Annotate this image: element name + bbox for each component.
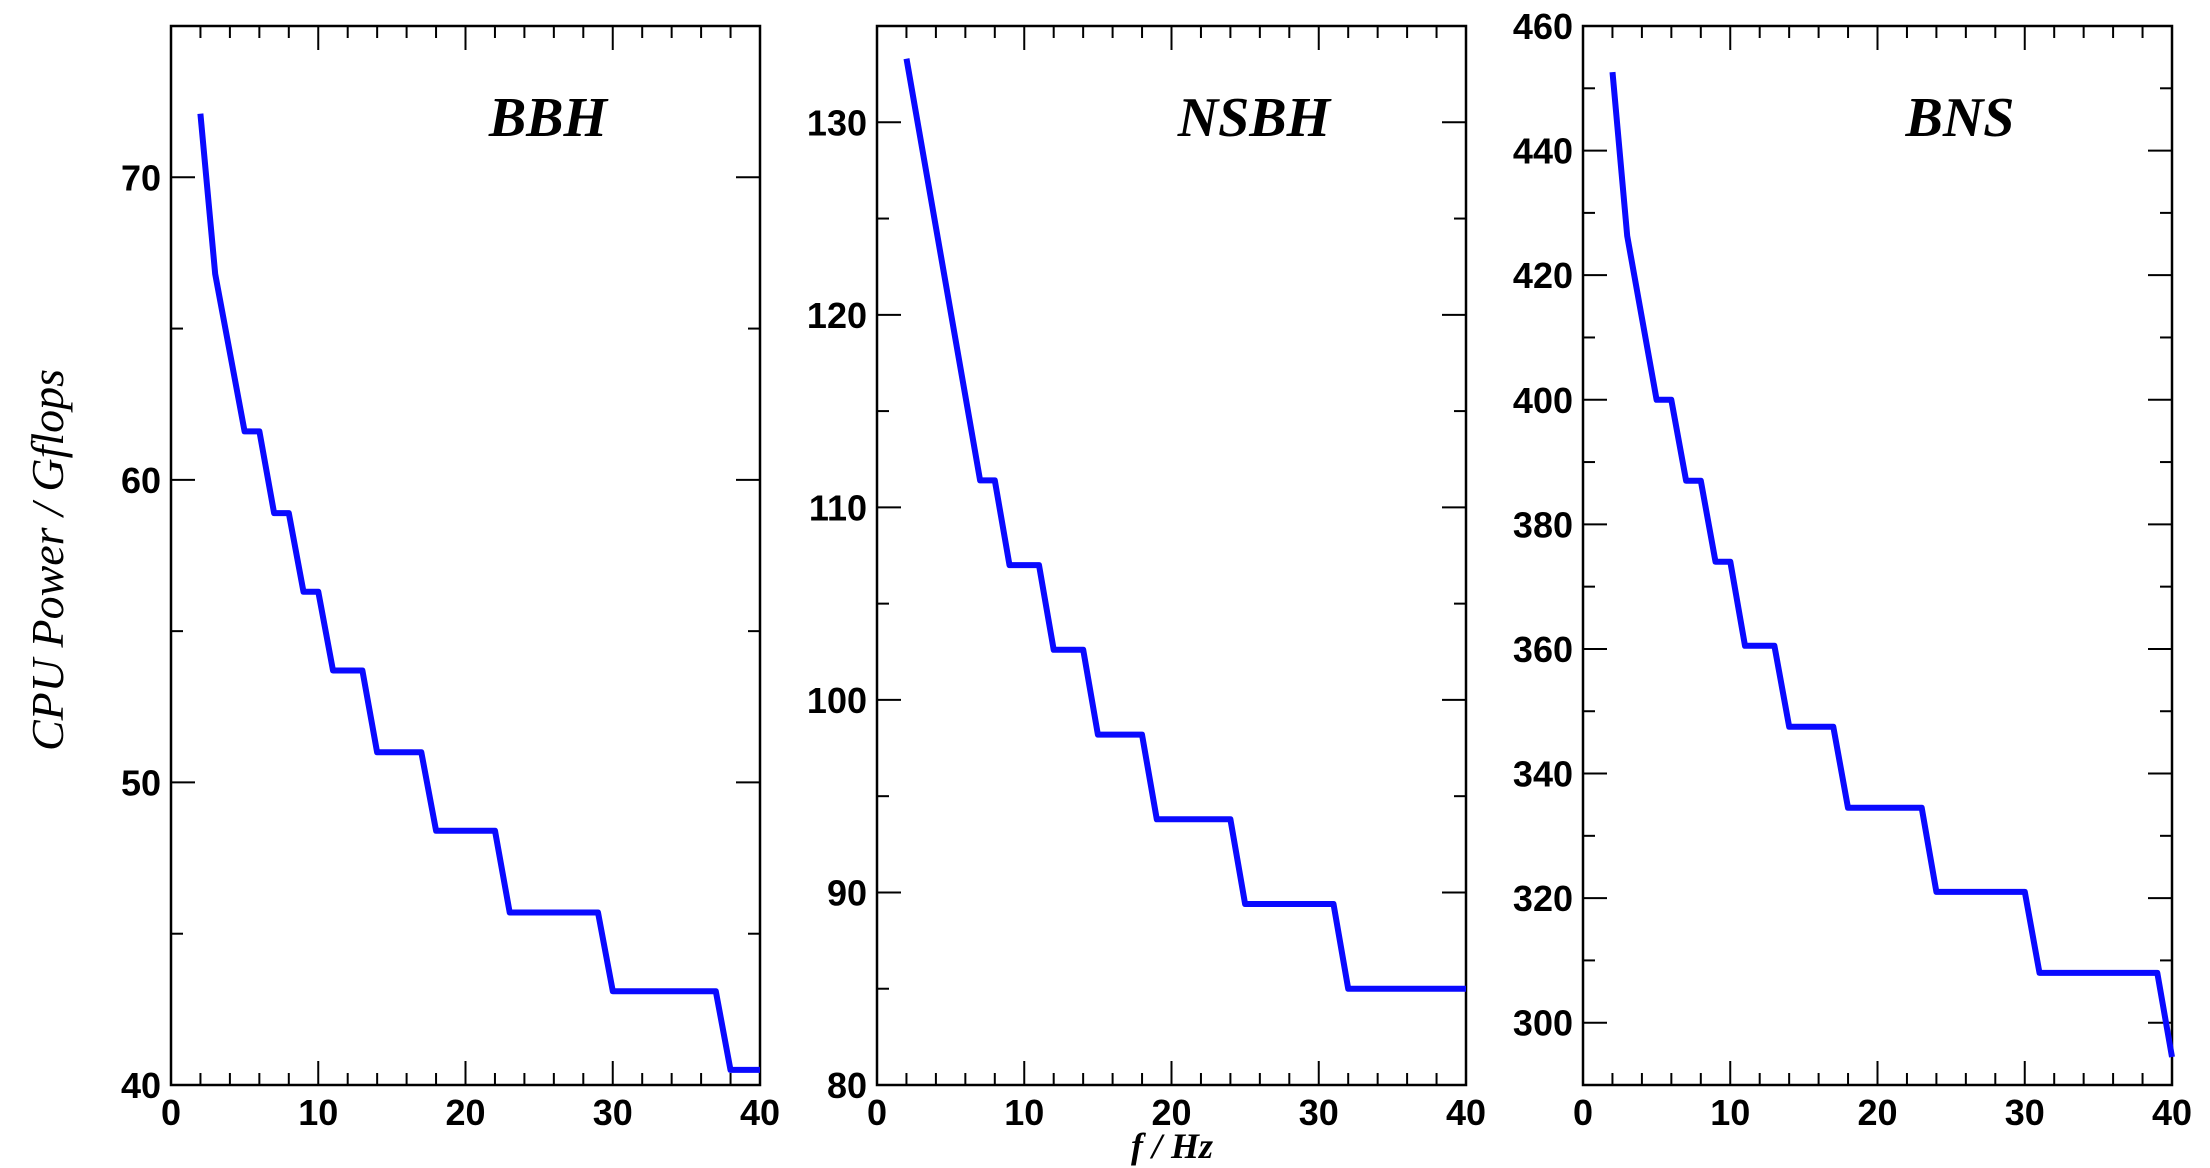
y-tick-label: 340 — [1513, 754, 1573, 795]
y-tick-label: 80 — [827, 1065, 867, 1106]
y-tick-label: 400 — [1513, 380, 1573, 421]
y-tick-label: 100 — [807, 680, 867, 721]
x-tick-label: 30 — [2005, 1092, 2045, 1133]
x-tick-label: 10 — [1004, 1092, 1044, 1133]
series-line-bbh — [197, 113, 760, 1073]
x-tick-label: 40 — [1446, 1092, 1486, 1133]
x-axis-title: f / Hz — [1131, 1126, 1213, 1166]
x-tick-label: 30 — [1299, 1092, 1339, 1133]
panel-title: BNS — [1904, 87, 2014, 149]
x-tick-label: 0 — [1573, 1092, 1593, 1133]
y-tick-label: 60 — [121, 460, 161, 501]
panel-title: NSBH — [1177, 87, 1332, 149]
series-line-nsbh — [903, 58, 1466, 992]
y-tick-label: 360 — [1513, 629, 1573, 670]
plot-frame — [169, 24, 762, 1087]
panel-nsbh: 0 10 20 30 40 80 90 100 110 120 130 NSBH — [807, 24, 1486, 1133]
y-tick-label: 320 — [1513, 878, 1573, 919]
panel-bbh: 0 10 20 30 40 40 50 60 70 BBH — [121, 24, 780, 1133]
x-tick-label: 40 — [740, 1092, 780, 1133]
y-axis-title: CPU Power / Gflops — [22, 369, 73, 751]
y-tick-label: 460 — [1513, 6, 1573, 47]
y-tick-label: 40 — [121, 1065, 161, 1106]
plot-frame — [875, 24, 1468, 1087]
y-tick-label: 130 — [807, 102, 867, 143]
panel-title: BBH — [488, 87, 609, 149]
x-tick-label: 10 — [298, 1092, 338, 1133]
x-tick-label: 40 — [2152, 1092, 2192, 1133]
x-tick-label: 0 — [161, 1092, 181, 1133]
y-tick-label: 120 — [807, 295, 867, 336]
x-tick-label: 20 — [1151, 1092, 1191, 1133]
y-tick-label: 380 — [1513, 504, 1573, 545]
y-tick-label: 50 — [121, 762, 161, 803]
x-tick-label: 20 — [1857, 1092, 1897, 1133]
y-tick-label: 70 — [121, 157, 161, 198]
plot-frame — [1581, 24, 2174, 1087]
y-tick-label: 300 — [1513, 1003, 1573, 1044]
y-tick-label: 110 — [809, 487, 867, 528]
y-tick-label: 90 — [827, 872, 867, 913]
y-tick-label: 420 — [1513, 255, 1573, 296]
x-tick-label: 10 — [1710, 1092, 1750, 1133]
y-tick-label: 440 — [1513, 131, 1573, 172]
panel-bns: 0 10 20 30 40 300 320 340 360 380 400 420 440 460 BNS — [1513, 6, 2192, 1133]
x-tick-label: 30 — [593, 1092, 633, 1133]
x-tick-label: 20 — [445, 1092, 485, 1133]
series-line-bns — [1609, 71, 2175, 1058]
x-tick-label: 0 — [867, 1092, 887, 1133]
